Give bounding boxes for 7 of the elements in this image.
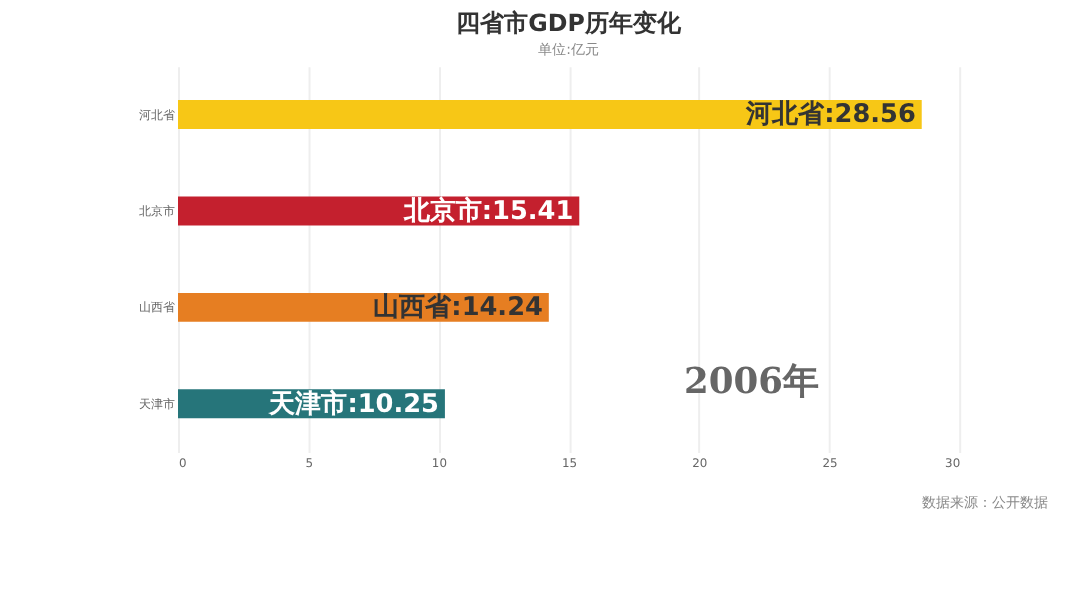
data-label: 北京市:15.41 — [401, 194, 574, 227]
chart-title: 四省市GDP历年变化 — [456, 8, 683, 37]
annotation: 2006年 — [684, 360, 820, 403]
data-label: 山西省:14.24 — [373, 293, 544, 324]
bar — [178, 100, 922, 130]
data-label: 河北省:28.56 — [744, 100, 916, 131]
data-label: 天津市:10.25 — [267, 387, 440, 420]
